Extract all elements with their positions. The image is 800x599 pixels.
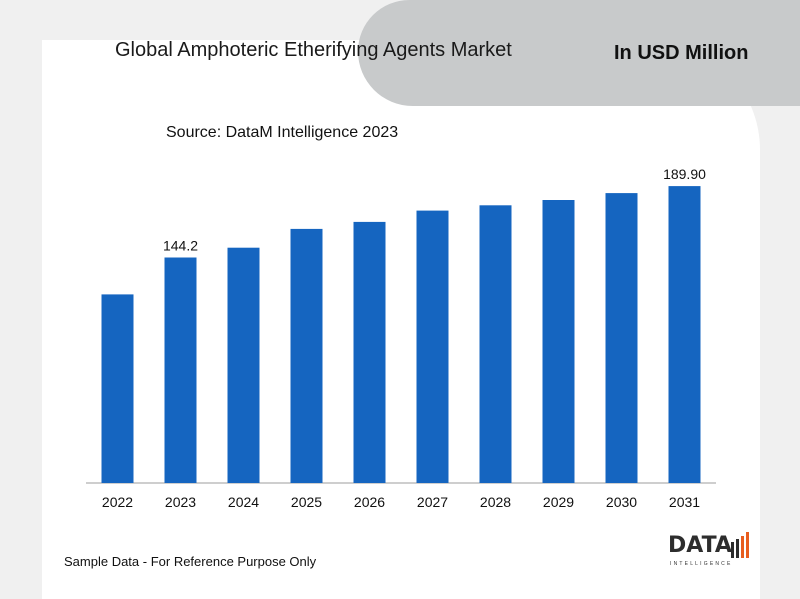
x-tick-label-2022: 2022 [102, 494, 133, 510]
bar-2026 [353, 221, 386, 483]
header-shape [358, 0, 800, 106]
bar-2029 [542, 200, 575, 483]
footnote: Sample Data - For Reference Purpose Only [64, 554, 317, 569]
x-tick-label-2026: 2026 [354, 494, 385, 510]
bar-2031 [668, 186, 701, 483]
data-label-2023: 144.2 [163, 238, 198, 254]
x-tick-label-2030: 2030 [606, 494, 637, 510]
x-tick-label-2029: 2029 [543, 494, 574, 510]
bar-2022 [101, 294, 134, 483]
logo-subtitle: INTELLIGENCE [670, 561, 733, 567]
x-tick-label-2023: 2023 [165, 494, 196, 510]
data-label-2031: 189.90 [663, 166, 706, 182]
bar-2027 [416, 210, 449, 483]
x-tick-label-2028: 2028 [480, 494, 511, 510]
x-tick-label-2024: 2024 [228, 494, 259, 510]
logo-wordmark: DATA [668, 533, 732, 558]
bar-2030 [605, 193, 638, 483]
x-tick-label-2025: 2025 [291, 494, 322, 510]
logo-bars-icon [731, 532, 749, 558]
bar-2023 [164, 257, 197, 483]
x-tick-label-2027: 2027 [417, 494, 448, 510]
datam-logo: DATA INTELLIGENCE [668, 528, 752, 570]
bar-2028 [479, 205, 512, 484]
x-tick-label-2031: 2031 [669, 494, 700, 510]
bar-2024 [227, 247, 260, 483]
chart-title: Global Amphoteric Etherifying Agents Mar… [115, 39, 512, 61]
bar-2025 [290, 228, 323, 483]
chart-card [42, 40, 760, 599]
unit-label: In USD Million [614, 42, 749, 64]
source-label: Source: DataM Intelligence 2023 [166, 124, 399, 141]
